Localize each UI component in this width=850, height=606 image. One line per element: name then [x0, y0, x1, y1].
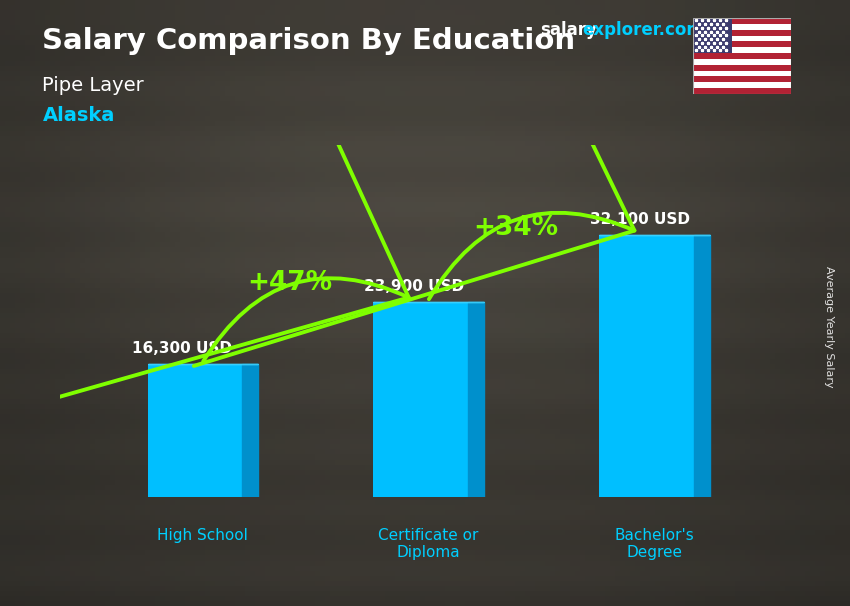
FancyArrowPatch shape: [0, 0, 409, 424]
Bar: [693, 36, 791, 41]
Bar: [148, 364, 242, 497]
Bar: [693, 82, 791, 88]
Polygon shape: [468, 302, 484, 497]
Bar: [693, 65, 791, 71]
Bar: [693, 71, 791, 76]
Bar: [599, 235, 694, 497]
Text: Average Yearly Salary: Average Yearly Salary: [824, 267, 834, 388]
Bar: [693, 30, 791, 36]
Text: 32,100 USD: 32,100 USD: [590, 212, 690, 227]
Text: Certificate or
Diploma: Certificate or Diploma: [378, 528, 479, 561]
Text: salary: salary: [540, 21, 597, 39]
Text: High School: High School: [157, 528, 248, 543]
Bar: [693, 53, 791, 59]
Text: +34%: +34%: [473, 215, 558, 241]
Bar: [693, 76, 791, 82]
Polygon shape: [242, 364, 258, 497]
Bar: [693, 24, 791, 30]
Text: Salary Comparison By Education: Salary Comparison By Education: [42, 27, 575, 55]
FancyArrowPatch shape: [194, 0, 634, 366]
Bar: [693, 59, 791, 65]
Bar: [693, 88, 791, 94]
Text: Alaska: Alaska: [42, 106, 115, 125]
Text: 23,900 USD: 23,900 USD: [365, 279, 464, 294]
Text: +47%: +47%: [247, 270, 332, 296]
Text: explorer.com: explorer.com: [582, 21, 704, 39]
Polygon shape: [694, 235, 710, 497]
Bar: [693, 41, 791, 47]
Bar: [693, 18, 791, 24]
Text: Bachelor's
Degree: Bachelor's Degree: [615, 528, 694, 561]
Text: 16,300 USD: 16,300 USD: [132, 341, 232, 356]
Bar: [693, 47, 791, 53]
Bar: [693, 18, 732, 53]
Text: Pipe Layer: Pipe Layer: [42, 76, 144, 95]
Bar: [373, 302, 468, 497]
